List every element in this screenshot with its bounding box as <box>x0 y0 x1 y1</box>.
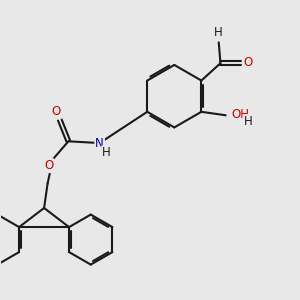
Text: N: N <box>95 136 104 150</box>
Text: O: O <box>44 159 53 172</box>
Text: H: H <box>102 146 111 159</box>
Text: O: O <box>52 105 61 118</box>
Text: H: H <box>244 115 253 128</box>
Text: O: O <box>243 56 252 69</box>
Text: H: H <box>214 26 223 39</box>
Text: OH: OH <box>231 108 249 121</box>
